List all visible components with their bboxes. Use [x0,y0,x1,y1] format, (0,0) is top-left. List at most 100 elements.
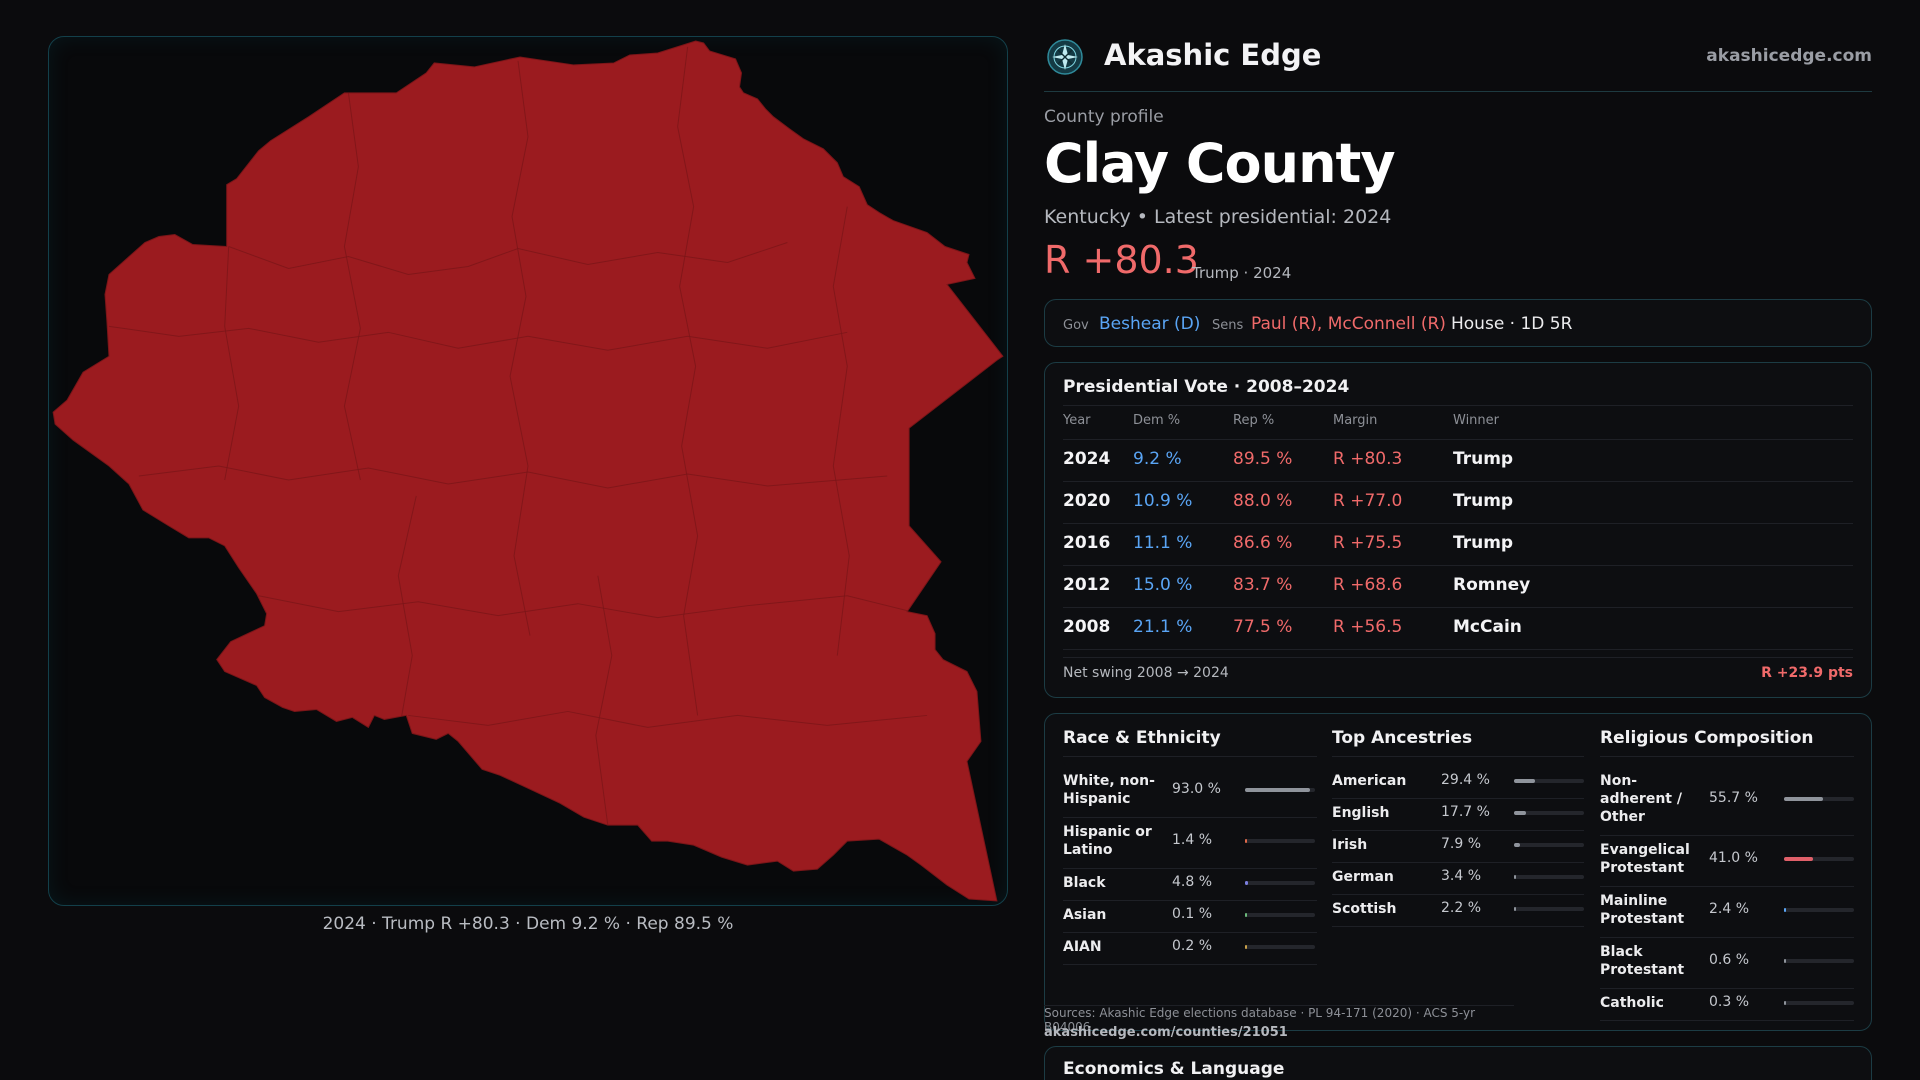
divider [1063,607,1853,608]
list-item[interactable]: Black 4.8 % [1063,874,1317,906]
item-label: Scottish [1332,901,1397,917]
col-header-margin: Margin [1333,413,1378,428]
share-bar [1245,839,1315,843]
share-bar [1245,945,1315,949]
divider [1332,894,1584,895]
house-value: House · 1D 5R [1451,314,1573,334]
share-bar [1514,811,1584,815]
table-row[interactable]: 2016 11.1 % 86.6 % R +75.5 Trump [1045,523,1871,565]
share-bar-fill [1514,779,1535,783]
col-header-winner: Winner [1453,413,1500,428]
rep-cell: 88.0 % [1233,491,1293,511]
governor-value: Beshear (D) [1099,314,1201,334]
list-item[interactable]: Irish 7.9 % [1332,836,1584,868]
precinct-boundary [138,465,888,489]
table-row[interactable]: 2008 21.1 % 77.5 % R +56.5 McCain [1045,607,1871,649]
rep-cell: 86.6 % [1233,533,1293,553]
map-caption: 2024 · Trump R +80.3 · Dem 9.2 % · Rep 8… [322,914,734,934]
share-bar-fill [1784,857,1813,861]
brand-header: Akashic Edge akashicedge.com [1044,34,1872,92]
item-label: Hispanic or Latino [1063,824,1152,858]
list-item[interactable]: Mainline Protestant 2.4 % [1600,892,1854,943]
list-item[interactable]: Catholic 0.3 % [1600,994,1854,1026]
compass-star-icon[interactable] [1046,38,1084,76]
share-bar-fill [1784,908,1786,912]
item-label: Irish [1332,837,1368,853]
winner-cell: Trump [1453,491,1514,511]
ancestries-column: Top Ancestries American 29.4 % English 17.7… [1332,714,1584,1030]
list-item[interactable]: German 3.4 % [1332,868,1584,900]
item-label: White, non-Hispanic [1063,773,1155,807]
source-url-link[interactable]: akashicedge.com/counties/21051 [1044,1025,1288,1040]
race-title: Race & Ethnicity [1063,728,1221,748]
list-item[interactable]: Black Protestant 0.6 % [1600,943,1854,994]
divider [1332,862,1584,863]
senators-value: Paul (R), McConnell (R) [1251,314,1446,334]
list-item[interactable]: Hispanic or Latino 1.4 % [1063,823,1317,874]
winner-cell: Trump [1453,449,1514,469]
demographics-card: Race & Ethnicity White, non-Hispanic 93.0… [1044,713,1872,1031]
share-bar-fill [1784,1001,1786,1005]
item-label: Non-adherent / Other [1600,773,1682,825]
divider [1332,798,1584,799]
table-row[interactable]: 2012 15.0 % 83.7 % R +68.6 Romney [1045,565,1871,607]
share-bar-fill [1245,945,1247,949]
item-label: Mainline Protestant [1600,893,1685,927]
precinct-boundary [343,92,361,481]
list-item[interactable]: English 17.7 % [1332,804,1584,836]
year-cell: 2008 [1063,617,1111,637]
divider [1332,830,1584,831]
item-label: Evangelical Protestant [1600,842,1690,876]
divider [1600,835,1854,836]
table-row[interactable]: 2024 9.2 % 89.5 % R +80.3 Trump [1045,439,1871,481]
share-bar [1245,913,1315,917]
latest-margin: R +80.3 [1044,238,1199,282]
county-map-panel[interactable] [48,36,1008,906]
county-map[interactable] [49,37,1007,905]
race-ethnicity-column: Race & Ethnicity White, non-Hispanic 93.0… [1063,714,1317,1030]
list-item[interactable]: American 29.4 % [1332,772,1584,804]
precinct-boundary [258,595,928,619]
divider [1063,964,1317,965]
list-item[interactable]: AIAN 0.2 % [1063,938,1317,970]
item-percent: 0.2 % [1172,938,1213,954]
rep-cell: 89.5 % [1233,449,1293,469]
item-percent: 0.1 % [1172,906,1213,922]
dem-cell: 21.1 % [1133,617,1193,637]
item-label: Asian [1063,907,1107,923]
list-item[interactable]: Asian 0.1 % [1063,906,1317,938]
divider [1600,988,1854,989]
list-item[interactable]: Evangelical Protestant 41.0 % [1600,841,1854,892]
divider [1600,886,1854,887]
ancestry-title: Top Ancestries [1332,728,1473,748]
item-percent: 55.7 % [1709,790,1758,806]
dem-cell: 15.0 % [1133,575,1193,595]
item-percent: 2.4 % [1709,901,1750,917]
county-shape[interactable] [52,40,1004,902]
share-bar-fill [1245,913,1247,917]
divider [1063,523,1853,524]
list-item[interactable]: White, non-Hispanic 93.0 % [1063,772,1317,823]
brand-url-link[interactable]: akashicedge.com [1706,46,1872,66]
brand-name[interactable]: Akashic Edge [1104,38,1322,72]
item-label: Catholic [1600,995,1664,1011]
religion-title: Religious Composition [1600,728,1814,748]
net-swing-label: Net swing 2008 → 2024 [1063,665,1229,681]
list-item[interactable]: Scottish 2.2 % [1332,900,1584,932]
senators-label: Sens [1212,318,1244,333]
divider [1063,405,1853,406]
divider [1600,937,1854,938]
share-bar [1514,779,1584,783]
table-row[interactable]: 2020 10.9 % 88.0 % R +77.0 Trump [1045,481,1871,523]
precinct-boundary [677,46,699,716]
col-header-year: Year [1063,413,1091,428]
share-bar [1245,881,1315,885]
item-percent: 4.8 % [1172,874,1213,890]
col-header-rep: Rep % [1233,413,1275,428]
share-bar [1245,788,1315,792]
share-bar-fill [1514,875,1517,879]
list-item[interactable]: Non-adherent / Other 55.7 % [1600,772,1854,841]
precinct-boundary [408,710,928,728]
item-percent: 7.9 % [1441,836,1482,852]
religion-column: Religious Composition Non-adherent / Oth… [1600,714,1854,1030]
